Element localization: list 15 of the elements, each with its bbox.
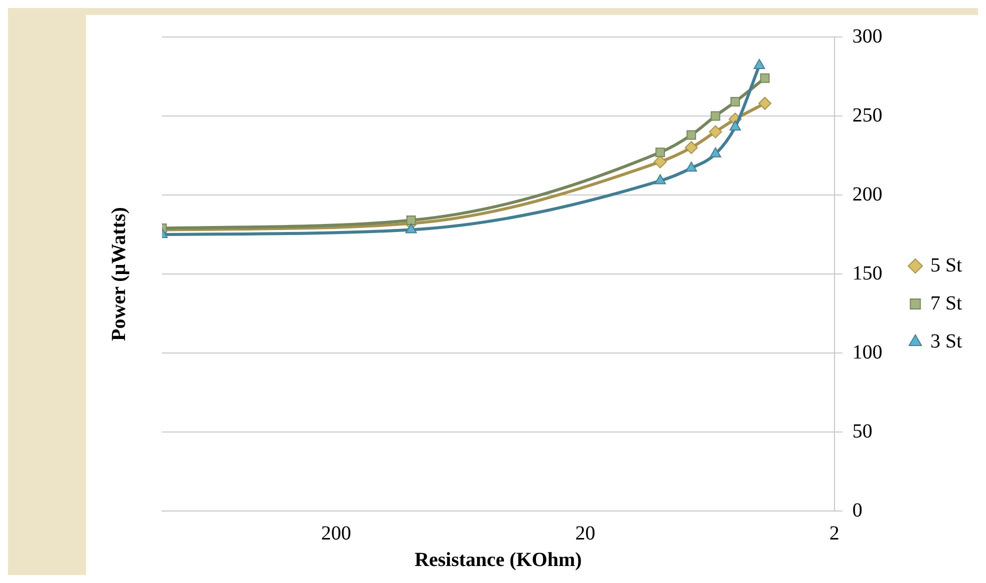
y-tick-label: 150: [852, 262, 882, 284]
x-tick-label: 20: [575, 522, 596, 544]
legend-label: 3 St: [930, 330, 962, 352]
y-axis-title: Power (µWatts): [108, 207, 130, 341]
legend-label: 7 St: [930, 292, 962, 314]
x-tick-label: 200: [321, 522, 352, 544]
y-tick-label: 200: [852, 183, 882, 206]
y-tick-label: 50: [852, 420, 872, 442]
y-tick-label: 250: [852, 104, 882, 126]
x-tick-label: 2: [829, 522, 840, 544]
y-tick-label: 0: [852, 499, 862, 522]
legend-label: 5 St: [930, 254, 962, 276]
x-axis-title: Resistance (KOhm): [414, 549, 582, 572]
y-tick-label: 300: [852, 25, 882, 48]
y-tick-label: 100: [852, 341, 882, 364]
